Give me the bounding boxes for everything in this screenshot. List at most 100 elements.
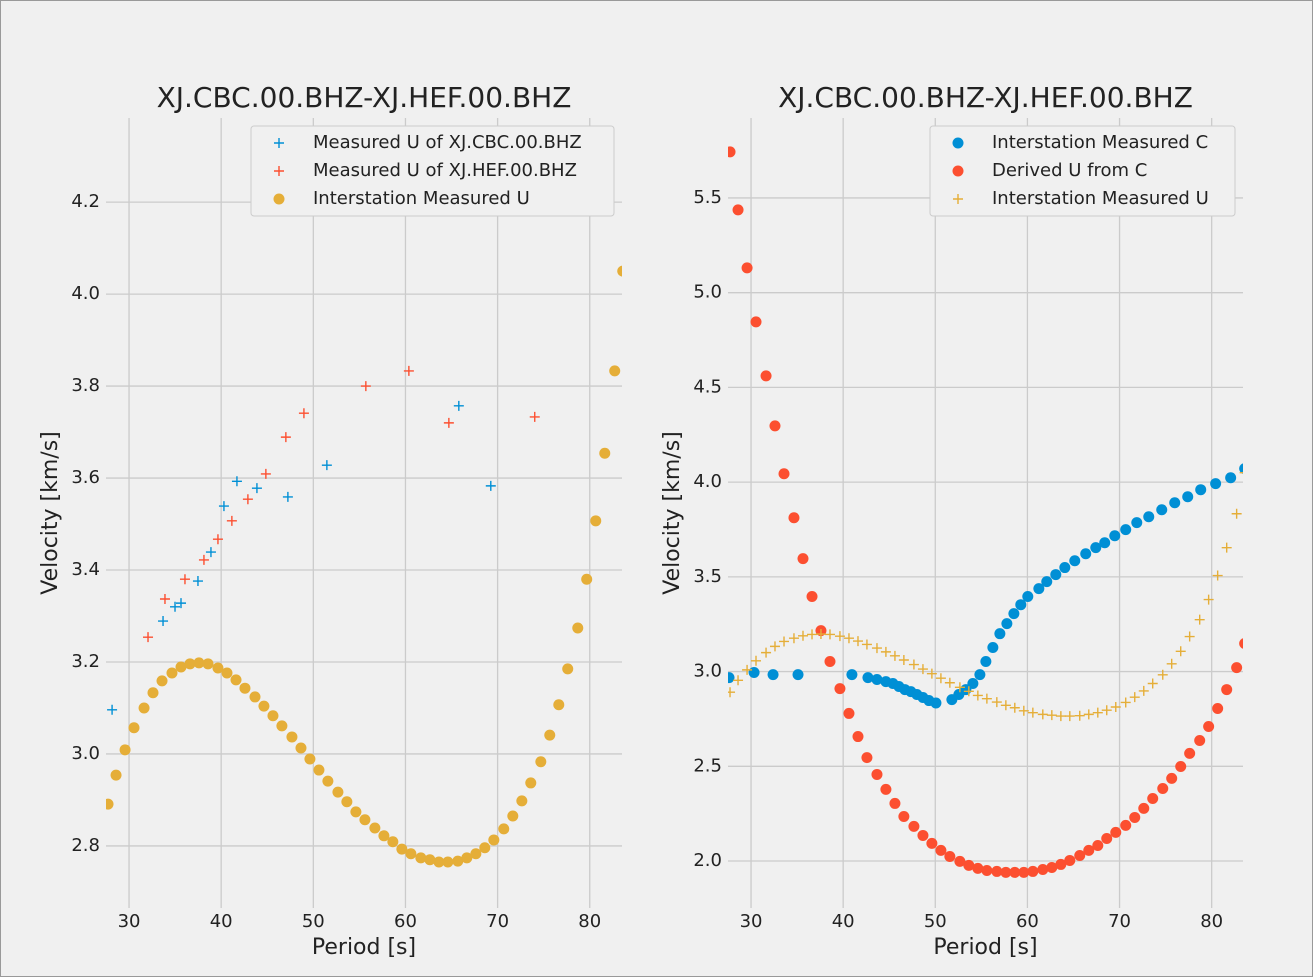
data-point <box>1156 504 1168 516</box>
data-point <box>1092 707 1103 718</box>
data-point <box>834 683 846 695</box>
data-point <box>231 476 242 487</box>
x-tick-label: 80 <box>1200 911 1223 932</box>
data-point <box>889 650 900 661</box>
x-tick-label: 30 <box>118 911 141 932</box>
data-point <box>176 598 187 609</box>
data-point <box>360 381 371 392</box>
data-point <box>184 658 196 670</box>
data-point <box>1194 735 1206 747</box>
data-point <box>226 515 237 526</box>
data-point <box>908 820 920 832</box>
data-point <box>926 837 938 849</box>
data-point <box>935 673 946 684</box>
plot-area <box>728 146 1243 878</box>
data-point <box>242 494 253 505</box>
data-point <box>767 669 779 681</box>
plot-area <box>106 265 622 868</box>
data-point <box>276 720 288 732</box>
data-point <box>192 576 203 587</box>
data-point <box>1009 702 1020 713</box>
data-point <box>954 682 965 693</box>
data-point <box>880 783 892 795</box>
data-point <box>415 852 427 864</box>
data-point <box>193 657 205 669</box>
legend-marker <box>952 165 964 177</box>
data-point <box>260 468 271 479</box>
data-point <box>221 667 233 679</box>
data-point <box>1239 471 1243 474</box>
data-point <box>443 417 454 428</box>
data-point <box>529 411 540 422</box>
data-point <box>843 633 854 644</box>
data-point <box>1080 548 1092 560</box>
y-tick-label: 3.6 <box>71 467 100 488</box>
legend-label: Interstation Measured U <box>313 188 530 209</box>
data-point <box>741 262 753 274</box>
y-tick-label: 2.0 <box>693 850 722 871</box>
data-point <box>750 316 762 328</box>
data-point <box>1203 721 1215 733</box>
data-point <box>871 643 882 654</box>
data-point <box>788 633 799 644</box>
data-point <box>944 677 955 688</box>
data-point <box>862 672 874 684</box>
data-point <box>1157 782 1169 794</box>
data-point <box>944 850 956 862</box>
data-point <box>981 864 993 876</box>
data-point <box>562 663 574 675</box>
data-point <box>1101 705 1112 716</box>
data-point <box>1131 517 1143 529</box>
data-point <box>1027 707 1038 718</box>
data-point <box>403 365 414 376</box>
data-point <box>1109 530 1121 542</box>
data-point <box>1129 811 1141 823</box>
data-point <box>1015 599 1027 611</box>
y-tick-label: 3.4 <box>71 559 100 580</box>
y-tick-label: 5.0 <box>693 282 722 303</box>
data-point <box>1022 591 1034 603</box>
data-point <box>1059 562 1071 574</box>
data-point <box>378 830 390 842</box>
data-point <box>1018 866 1030 878</box>
data-point <box>807 629 818 640</box>
data-point <box>1225 472 1237 484</box>
data-point <box>286 731 298 743</box>
data-point <box>280 432 291 443</box>
data-point <box>581 573 593 585</box>
data-point <box>322 775 334 787</box>
data-point <box>321 460 332 471</box>
data-point <box>156 675 168 687</box>
data-point <box>1099 537 1111 549</box>
data-point <box>396 843 408 855</box>
data-point <box>778 468 790 480</box>
x-tick-label: 50 <box>302 911 325 932</box>
data-point <box>908 659 919 670</box>
y-tick-label: 4.0 <box>71 283 100 304</box>
data-point <box>769 420 781 432</box>
y-axis-label: Velocity [km/s] <box>38 431 63 595</box>
data-point <box>980 656 992 668</box>
data-point <box>617 265 622 277</box>
data-point <box>1120 524 1132 536</box>
data-point <box>107 704 118 715</box>
data-point <box>1083 709 1094 720</box>
data-point <box>332 786 344 798</box>
data-point <box>954 855 966 867</box>
data-point <box>369 822 381 834</box>
data-point <box>1143 511 1155 523</box>
data-point <box>788 512 800 524</box>
x-axis-label: Period [s] <box>933 935 1037 960</box>
legend-marker <box>274 166 284 176</box>
y-tick-label: 4.2 <box>71 191 100 212</box>
data-point <box>599 447 611 459</box>
data-point <box>1239 463 1243 474</box>
data-point <box>824 656 836 668</box>
data-point <box>917 829 929 841</box>
y-tick-label: 2.8 <box>71 835 100 856</box>
data-point <box>1000 700 1011 711</box>
data-point <box>843 707 855 719</box>
data-point <box>110 769 122 781</box>
data-point <box>609 365 621 377</box>
data-point <box>991 697 1002 708</box>
